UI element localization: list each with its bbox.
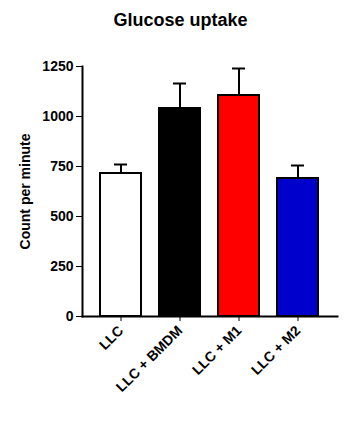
svg-text:750: 750 (50, 158, 74, 174)
svg-text:0: 0 (66, 308, 74, 324)
svg-text:1250: 1250 (42, 58, 73, 74)
html-text:Glucose uptake: Glucose uptake (113, 10, 248, 30)
svg-text:250: 250 (50, 258, 74, 274)
svg-text:500: 500 (50, 208, 74, 224)
svg-text:1000: 1000 (42, 108, 73, 124)
svg-text:LLC + M2: LLC + M2 (248, 322, 304, 378)
svg-text:LLC + M1: LLC + M1 (189, 322, 245, 378)
svg-text:LLC: LLC (96, 322, 127, 353)
svg-text:Count per minute: Count per minute (17, 133, 33, 249)
svg-text:LLC + BMDM: LLC + BMDM (113, 322, 186, 395)
